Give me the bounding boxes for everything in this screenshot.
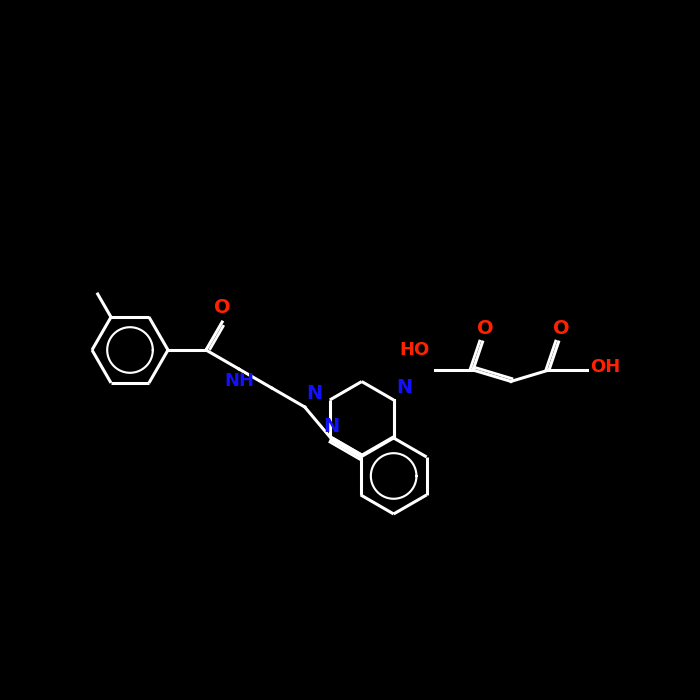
Text: O: O: [214, 298, 230, 317]
Text: N: N: [307, 384, 323, 403]
Text: O: O: [477, 319, 494, 338]
Text: OH: OH: [590, 358, 620, 376]
Text: HO: HO: [400, 341, 430, 359]
Text: NH: NH: [224, 372, 254, 390]
Text: O: O: [553, 319, 570, 338]
Text: N: N: [397, 378, 413, 397]
Text: N: N: [323, 417, 339, 436]
